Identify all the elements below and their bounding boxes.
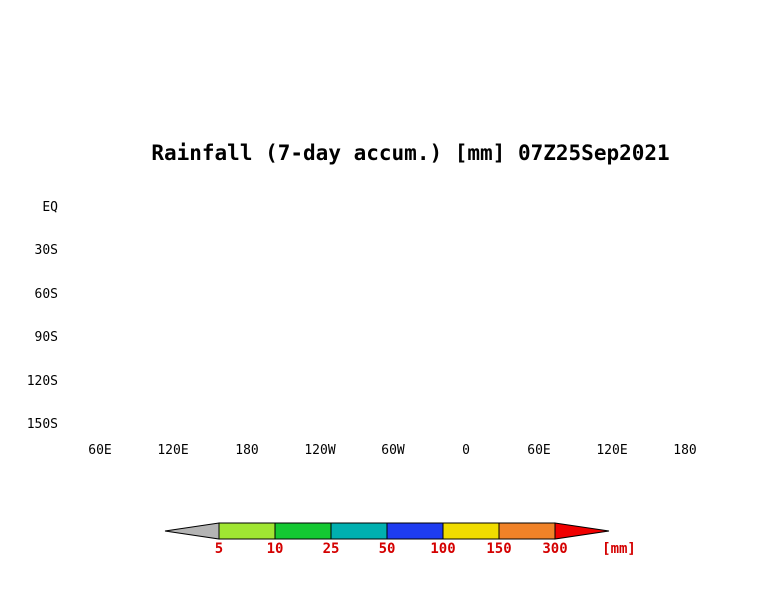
colorbar-segment-10-25 — [274, 522, 332, 540]
colorbar-segment-5-10 — [218, 522, 276, 540]
plot-title: Rainfall (7-day accum.) [mm] 07Z25Sep202… — [151, 141, 670, 165]
x-label-120e-b: 120E — [596, 443, 628, 458]
x-label-60e-b: 60E — [527, 443, 551, 458]
colorbar-unit-label: [mm] — [602, 541, 636, 557]
x-label-120e-a: 120E — [157, 443, 189, 458]
x-label-60w: 60W — [381, 443, 405, 458]
colorbar-label-100: 100 — [430, 541, 456, 557]
x-label-120w: 120W — [304, 443, 336, 458]
x-label-60e-a: 60E — [88, 443, 112, 458]
y-label-30s: 30S — [34, 243, 58, 258]
x-label-180-b: 180 — [673, 443, 697, 458]
y-label-150s: 150S — [26, 417, 58, 432]
colorbar-segment-25-50 — [330, 522, 388, 540]
colorbar — [163, 522, 611, 540]
colorbar-segment-50-100 — [386, 522, 444, 540]
y-label-eq: EQ — [42, 200, 58, 215]
x-label-0: 0 — [462, 443, 470, 458]
x-label-180-a: 180 — [235, 443, 259, 458]
colorbar-segment-100-150 — [442, 522, 500, 540]
y-label-120s: 120S — [26, 374, 58, 389]
colorbar-label-300: 300 — [542, 541, 568, 557]
colorbar-segment-150-300 — [498, 522, 556, 540]
colorbar-label-10: 10 — [266, 541, 284, 557]
colorbar-arrow-low — [164, 522, 220, 540]
colorbar-label-25: 25 — [322, 541, 340, 557]
colorbar-label-150: 150 — [486, 541, 512, 557]
y-label-90s: 90S — [34, 330, 58, 345]
colorbar-arrow-high — [554, 522, 610, 540]
y-label-60s: 60S — [34, 287, 58, 302]
colorbar-label-5: 5 — [214, 541, 224, 557]
colorbar-label-50: 50 — [378, 541, 396, 557]
colorbar-graphic — [164, 522, 610, 540]
